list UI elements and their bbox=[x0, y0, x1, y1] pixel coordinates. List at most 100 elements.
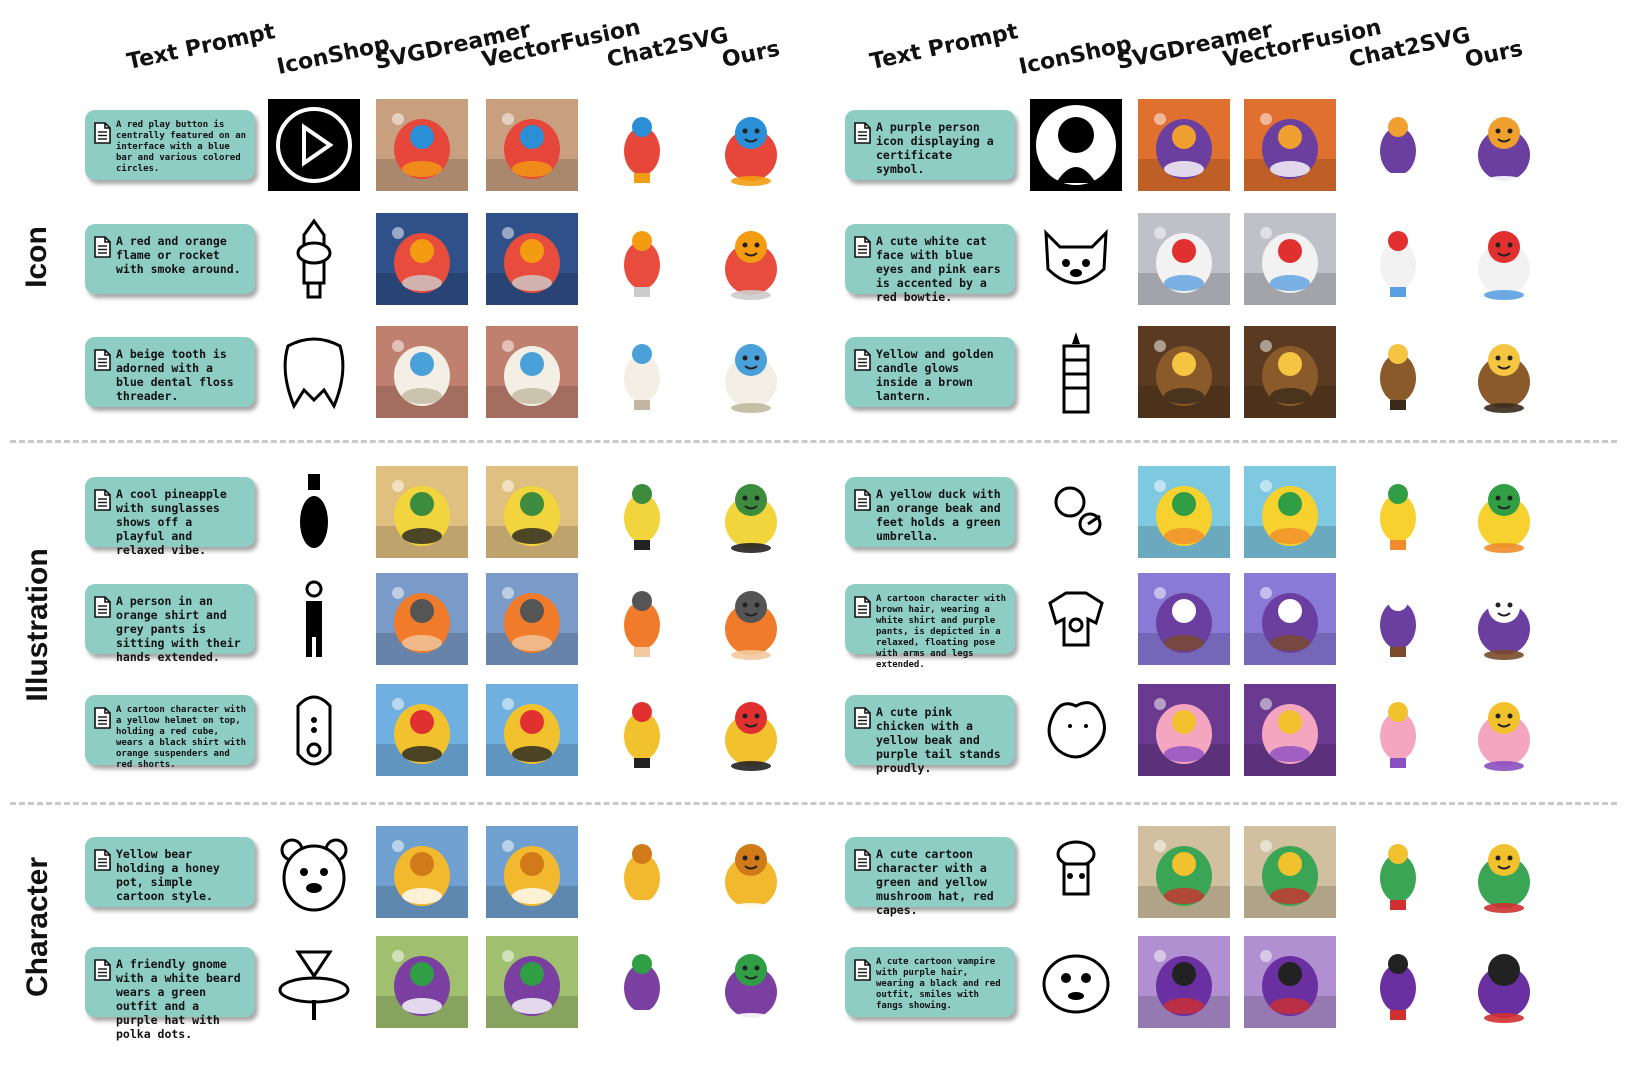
ours-play-button-image bbox=[705, 99, 797, 191]
chat2svg-helmet-character-image bbox=[596, 684, 688, 776]
prompt-text: A cute cartoon character with a green an… bbox=[876, 847, 994, 917]
chat2svg-floating-character-image bbox=[1352, 573, 1444, 665]
section-label-illustration: Illustration bbox=[21, 548, 54, 702]
document-icon bbox=[854, 596, 871, 618]
ours-lantern-image bbox=[1458, 326, 1550, 418]
section-divider-2 bbox=[10, 802, 1617, 805]
ours-vampire-image bbox=[1458, 936, 1550, 1028]
svgdreamer-duck-image bbox=[1138, 466, 1230, 558]
document-icon bbox=[94, 489, 111, 511]
chat2svg-cat-face-image bbox=[1352, 213, 1444, 305]
prompt-card-right-row-5: A cartoon character with brown hair, wea… bbox=[845, 584, 1015, 670]
chat2svg-gnome-image bbox=[596, 936, 688, 1028]
iconshop-chicken-image bbox=[1030, 684, 1122, 776]
prompt-text: A person in an orange shirt and grey pan… bbox=[116, 594, 241, 664]
prompt-text: A red and orange flame or rocket with sm… bbox=[116, 234, 241, 276]
prompt-card-left-row-5: A person in an orange shirt and grey pan… bbox=[85, 584, 255, 664]
chat2svg-bear-image bbox=[596, 826, 688, 918]
svgdreamer-mushroom-character-image bbox=[1138, 826, 1230, 918]
prompt-card-right-row-8: A cute cartoon vampire with purple hair,… bbox=[845, 947, 1015, 1017]
vectorfusion-helmet-character-image bbox=[486, 684, 578, 776]
vectorfusion-bear-image bbox=[486, 826, 578, 918]
svgdreamer-lantern-image bbox=[1138, 326, 1230, 418]
prompt-text: A cute cartoon vampire with purple hair,… bbox=[876, 957, 1001, 1011]
prompt-card-left-row-6: A cartoon character with a yellow helmet… bbox=[85, 695, 255, 770]
document-icon bbox=[854, 122, 871, 144]
prompt-text: Yellow bear holding a honey pot, simple … bbox=[116, 847, 220, 903]
ours-chicken-image bbox=[1458, 684, 1550, 776]
chat2svg-play-button-image bbox=[596, 99, 688, 191]
document-icon bbox=[854, 489, 871, 511]
document-icon bbox=[854, 349, 871, 371]
prompt-card-left-row-4: A cool pineapple with sunglasses shows o… bbox=[85, 477, 255, 557]
prompt-card-right-row-6: A cute pink chicken with a yellow beak a… bbox=[845, 695, 1015, 775]
iconshop-helmet-character-image bbox=[268, 684, 360, 776]
svgdreamer-rocket-image bbox=[376, 213, 468, 305]
document-icon bbox=[854, 959, 871, 981]
iconshop-rocket-image bbox=[268, 213, 360, 305]
iconshop-bear-image bbox=[268, 826, 360, 918]
vectorfusion-lantern-image bbox=[1244, 326, 1336, 418]
prompt-text: A cartoon character with a yellow helmet… bbox=[116, 705, 247, 770]
svgdreamer-gnome-image bbox=[376, 936, 468, 1028]
prompt-text: A friendly gnome with a white beard wear… bbox=[116, 957, 241, 1041]
vectorfusion-person-icon-image bbox=[1244, 99, 1336, 191]
document-icon bbox=[854, 236, 871, 258]
prompt-card-right-row-4: A yellow duck with an orange beak and fe… bbox=[845, 477, 1015, 547]
document-icon bbox=[94, 349, 111, 371]
iconshop-duck-image bbox=[1030, 466, 1122, 558]
document-icon bbox=[94, 236, 111, 258]
ours-bear-image bbox=[705, 826, 797, 918]
chat2svg-pineapple-image bbox=[596, 466, 688, 558]
svgdreamer-bear-image bbox=[376, 826, 468, 918]
vectorfusion-cat-face-image bbox=[1244, 213, 1336, 305]
iconshop-floating-character-image bbox=[1030, 573, 1122, 665]
iconshop-tooth-image bbox=[268, 326, 360, 418]
svgdreamer-helmet-character-image bbox=[376, 684, 468, 776]
iconshop-mushroom-character-image bbox=[1030, 826, 1122, 918]
prompt-text: A cool pineapple with sunglasses shows o… bbox=[116, 487, 227, 557]
section-divider-1 bbox=[10, 440, 1617, 443]
document-icon bbox=[854, 849, 871, 871]
svgdreamer-tooth-image bbox=[376, 326, 468, 418]
svgdreamer-chicken-image bbox=[1138, 684, 1230, 776]
chat2svg-lantern-image bbox=[1352, 326, 1444, 418]
chat2svg-person-icon-image bbox=[1352, 99, 1444, 191]
iconshop-pineapple-image bbox=[268, 466, 360, 558]
prompt-card-right-row-1: A purple person icon displaying a certif… bbox=[845, 110, 1015, 180]
iconshop-play-button-image bbox=[268, 99, 360, 191]
vectorfusion-play-button-image bbox=[486, 99, 578, 191]
iconshop-lantern-image bbox=[1030, 326, 1122, 418]
ours-pineapple-image bbox=[705, 466, 797, 558]
chat2svg-person-image bbox=[596, 573, 688, 665]
ours-person-icon-image bbox=[1458, 99, 1550, 191]
document-icon bbox=[94, 849, 111, 871]
document-icon bbox=[94, 959, 111, 981]
vectorfusion-floating-character-image bbox=[1244, 573, 1336, 665]
iconshop-cat-face-image bbox=[1030, 213, 1122, 305]
prompt-card-right-row-3: Yellow and golden candle glows inside a … bbox=[845, 337, 1015, 407]
iconshop-person-icon-image bbox=[1030, 99, 1122, 191]
svgdreamer-floating-character-image bbox=[1138, 573, 1230, 665]
svgdreamer-person-image bbox=[376, 573, 468, 665]
ours-helmet-character-image bbox=[705, 684, 797, 776]
vectorfusion-chicken-image bbox=[1244, 684, 1336, 776]
ours-person-image bbox=[705, 573, 797, 665]
ours-tooth-image bbox=[705, 326, 797, 418]
prompt-text: Yellow and golden candle glows inside a … bbox=[876, 347, 994, 403]
prompt-card-left-row-8: A friendly gnome with a white beard wear… bbox=[85, 947, 255, 1041]
svgdreamer-pineapple-image bbox=[376, 466, 468, 558]
prompt-text: A red play button is centrally featured … bbox=[116, 120, 247, 174]
chat2svg-rocket-image bbox=[596, 213, 688, 305]
vectorfusion-pineapple-image bbox=[486, 466, 578, 558]
chat2svg-mushroom-character-image bbox=[1352, 826, 1444, 918]
col-header-text-prompt-right: Text Prompt bbox=[867, 19, 1021, 75]
svgdreamer-vampire-image bbox=[1138, 936, 1230, 1028]
prompt-card-right-row-2: A cute white cat face with blue eyes and… bbox=[845, 224, 1015, 304]
svgdreamer-cat-face-image bbox=[1138, 213, 1230, 305]
ours-cat-face-image bbox=[1458, 213, 1550, 305]
vectorfusion-person-image bbox=[486, 573, 578, 665]
prompt-card-left-row-7: Yellow bear holding a honey pot, simple … bbox=[85, 837, 255, 907]
vectorfusion-rocket-image bbox=[486, 213, 578, 305]
ours-duck-image bbox=[1458, 466, 1550, 558]
